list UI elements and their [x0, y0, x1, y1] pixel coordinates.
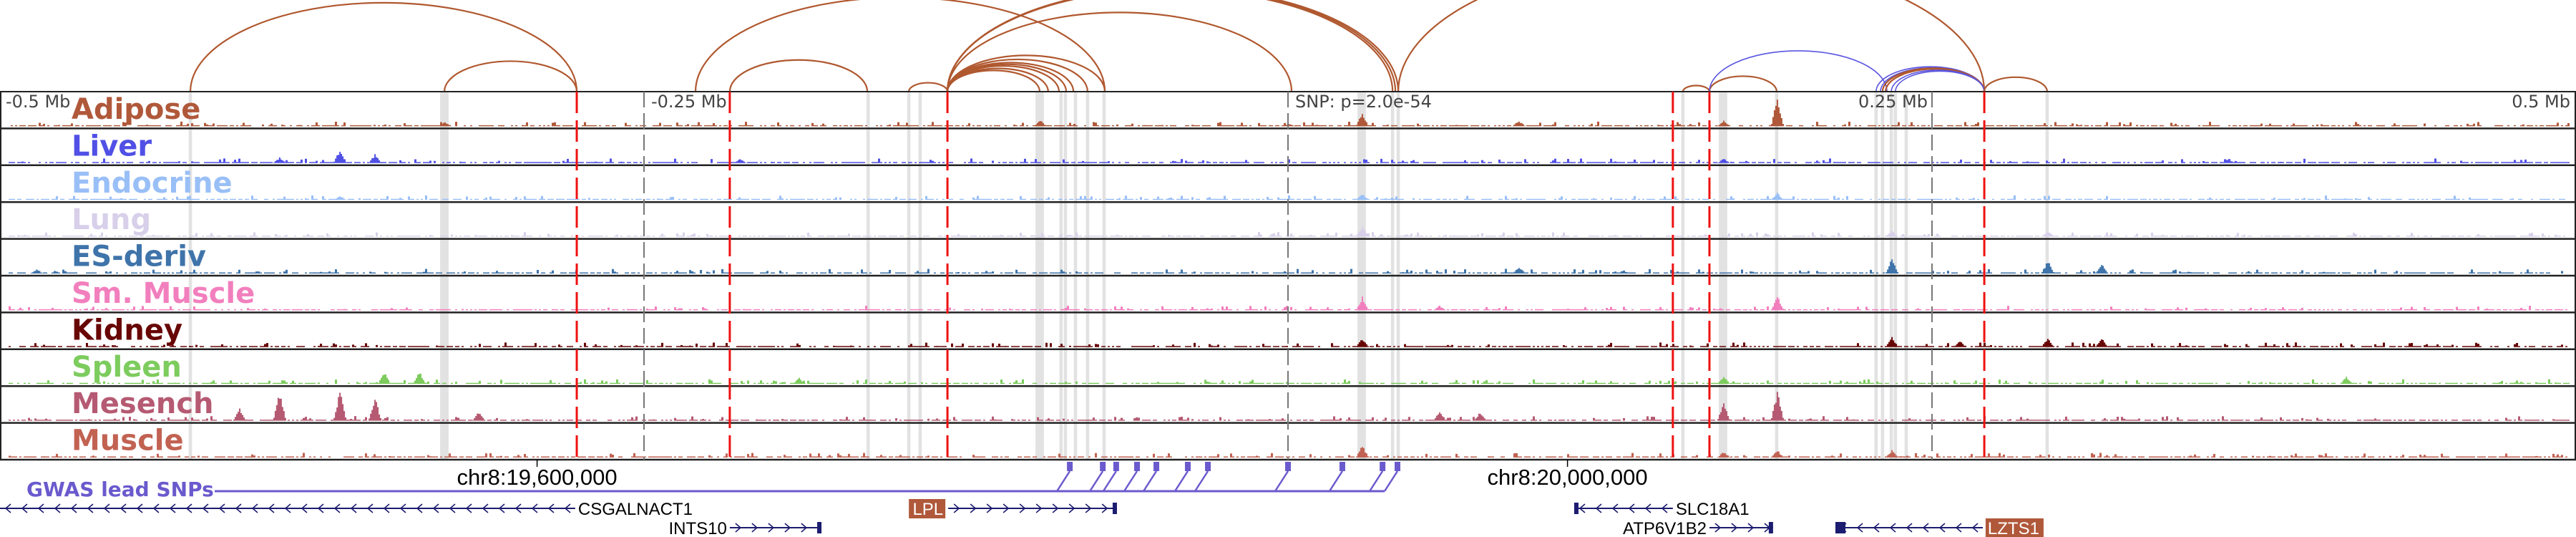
exon-block	[817, 522, 822, 533]
signal-bars	[11, 100, 2570, 127]
gwas-snp-marker[interactable]	[1100, 462, 1106, 471]
track-label: Lung	[72, 203, 151, 236]
gwas-track-label: GWAS lead SNPs	[26, 478, 214, 501]
signal-bars	[9, 193, 2565, 200]
loop-arc	[946, 0, 1400, 92]
gwas-snp-connector	[1142, 470, 1158, 492]
loop-arc	[1895, 70, 1985, 92]
track-label: Mesench	[72, 387, 214, 420]
gwas-snp-connector	[1102, 470, 1117, 492]
loop-arc	[189, 1, 578, 92]
exon-block	[1112, 503, 1117, 514]
axis-labels: -0.5 Mb -0.25 Mb SNP: p=2.0e-54 0.25 Mb 0.5 …	[6, 92, 2570, 460]
gwas-snp-connector	[1194, 470, 1209, 492]
gwas-snp-marker[interactable]	[1339, 462, 1345, 471]
gwas-snp-connector	[1369, 470, 1384, 492]
mb-label: 0.25 Mb	[1858, 92, 1928, 112]
gwas-snp-marker[interactable]	[1113, 462, 1119, 471]
exon-block	[1574, 503, 1579, 514]
gene-label-box	[1985, 518, 2044, 537]
loop-arc	[907, 82, 949, 92]
gene-slc18a1[interactable]: SLC18A1	[1574, 500, 1750, 519]
loop-arc	[1983, 76, 2049, 92]
loop-arc	[694, 0, 1106, 92]
chromatin-loop-arcs	[189, 0, 2049, 92]
gene-label: INTS10	[669, 519, 727, 537]
track-label: Kidney	[72, 314, 182, 347]
gwas-snp-marker[interactable]	[1380, 462, 1386, 471]
gene-atp6v1b2[interactable]: ATP6V1B2	[1623, 519, 1773, 537]
strand-chevron-icon	[4, 503, 571, 513]
gwas-snp-marker[interactable]	[1067, 462, 1073, 471]
gwas-snp-marker[interactable]	[1184, 462, 1191, 471]
strand-chevron-icon	[735, 523, 808, 533]
exon-block	[1835, 522, 1845, 533]
loop-arc	[728, 59, 869, 92]
gene-ints10[interactable]: INTS10	[669, 519, 822, 537]
gene-label: LZTS1	[1988, 519, 2039, 537]
loop-arc	[1682, 84, 1711, 92]
mb-label: SNP: p=2.0e-54	[1295, 92, 1432, 112]
gwas-snp-connector	[1174, 470, 1189, 492]
gwas-snp-connector	[1089, 470, 1104, 492]
gwas-track: GWAS lead SNPs	[26, 462, 1400, 501]
gene-lzts1[interactable]: LZTS1	[1835, 518, 2044, 537]
mb-label: -0.25 Mb	[651, 92, 727, 112]
gwas-snp-connector	[1056, 470, 1071, 492]
track-label: Muscle	[72, 425, 184, 458]
gene-label: CSGALNACT1	[578, 500, 693, 519]
ruler-label: chr8:20,000,000	[1488, 465, 1648, 490]
mb-label: -0.5 Mb	[6, 92, 70, 112]
signal-bars	[9, 259, 2563, 274]
strand-chevron-icon	[1579, 503, 1668, 513]
gene-lpl[interactable]: LPL	[909, 499, 1117, 519]
gene-label: LPL	[912, 500, 943, 519]
loop-arc	[443, 60, 578, 92]
coordinate-ruler: chr8:19,600,000 chr8:20,000,000	[457, 460, 1648, 490]
gwas-snp-marker[interactable]	[1134, 462, 1141, 471]
loop-arc	[1397, 0, 1986, 92]
gwas-snp-connector	[1274, 470, 1289, 492]
gwas-snp-connector	[1123, 470, 1138, 492]
signal-bars	[9, 392, 2570, 421]
strand-chevron-icon	[1714, 523, 1771, 533]
track-lung: Lung	[0, 203, 2576, 240]
exon-block	[1768, 522, 1773, 533]
gwas-snp-connector	[1383, 470, 1399, 492]
gwas-snp-marker[interactable]	[1205, 462, 1211, 471]
loop-arc	[1709, 50, 1888, 92]
loop-arc	[946, 62, 1075, 92]
signal-bars	[9, 226, 2565, 237]
gene-label-box	[909, 499, 946, 518]
ruler-label: chr8:19,600,000	[457, 465, 618, 490]
strand-chevron-icon	[953, 503, 1108, 513]
track-label: Liver	[72, 130, 152, 163]
mb-label: 0.5 Mb	[2512, 92, 2570, 112]
track-label: Spleen	[72, 351, 182, 384]
gwas-snp-marker[interactable]	[1153, 462, 1160, 471]
gwas-snp-marker[interactable]	[1285, 462, 1291, 471]
gene-label: ATP6V1B2	[1623, 519, 1707, 537]
signal-bars	[9, 373, 2570, 384]
gwas-snp-marker[interactable]	[1395, 462, 1400, 471]
track-label: Endocrine	[72, 167, 233, 200]
gwas-snp-connector	[1328, 470, 1344, 492]
loop-arc	[946, 11, 1293, 92]
track-kidney: Kidney	[0, 314, 2576, 351]
loop-arc	[1708, 75, 1778, 92]
loop-arc	[946, 54, 1106, 92]
signal-bars	[9, 447, 2567, 458]
track-label: ES-deriv	[72, 241, 206, 274]
gene-csgalnact1[interactable]: CSGALNACT1	[0, 500, 693, 519]
gene-label: SLC18A1	[1676, 500, 1750, 519]
signal-bars	[9, 151, 2570, 163]
lead-snp-lines	[575, 92, 1986, 460]
signal-bars	[9, 337, 2567, 347]
track-label: Sm. Muscle	[72, 277, 255, 310]
track-label: Adipose	[72, 93, 200, 126]
